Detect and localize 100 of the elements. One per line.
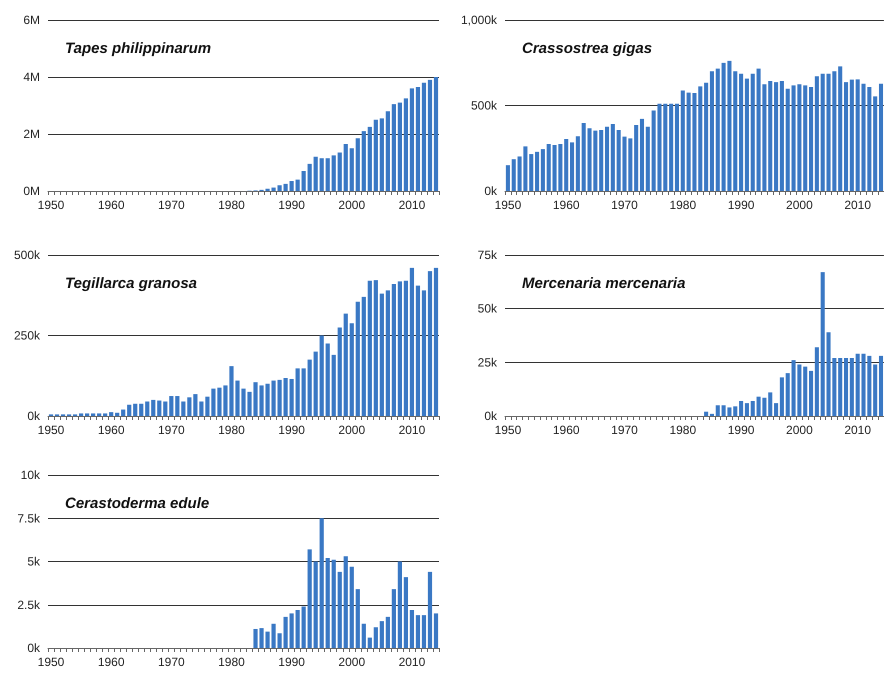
y-tick-label: 0k [484,184,498,198]
bar [861,84,866,191]
x-tick-label: 2000 [338,198,366,212]
x-tick-label: 1990 [278,198,306,212]
bar [422,82,426,191]
y-tick-label: 25k [478,355,498,370]
x-tick-label: 2000 [338,423,366,437]
bar [844,82,848,191]
bar [386,616,390,648]
y-tick-label: 6M [23,13,40,27]
x-tick-label: 1950 [38,423,65,437]
bar [434,613,438,648]
bar [217,388,222,416]
x-tick-label: 2010 [398,198,426,212]
bar [428,80,432,191]
bar [428,271,432,416]
bar [570,142,574,191]
bar [878,356,884,416]
bar [434,77,438,191]
y-tick-label: 75k [478,248,498,262]
bar [657,104,662,191]
x-tick-label: 2000 [338,655,366,669]
y-tick-label: 500k [14,248,41,262]
x-tick-label: 1970 [158,198,185,212]
x-tick-label: 1950 [38,198,65,212]
bar [277,185,282,191]
x-tick-label: 2010 [398,655,426,669]
x-tick-label: 2010 [844,198,872,212]
x-tick-label: 1960 [98,655,125,669]
x-tick-label: 2010 [844,423,872,437]
y-tick-label: 0k [484,409,498,423]
x-tick-label: 1970 [611,198,638,212]
bar [277,380,282,416]
text: Cerastoderma edule [65,495,210,512]
bar [229,366,234,416]
x-tick-label: 1980 [218,423,246,437]
y-tick-label: 4M [23,70,40,84]
x-tick-label: 1960 [552,198,580,212]
bar [398,102,402,191]
bar [422,290,426,416]
bar [211,388,216,416]
bar [199,402,204,416]
bar [392,104,396,191]
bar [410,88,414,191]
bar [290,613,294,648]
bar [404,98,408,191]
bar [404,577,408,648]
y-tick-label: 250k [14,328,41,342]
text: Tapes philippinarum [65,40,212,57]
bar [253,382,258,416]
bar [674,104,680,191]
bar [386,111,390,191]
bar [416,286,420,416]
x-tick-label: 2010 [398,423,426,437]
bar [861,354,866,416]
bar [284,378,288,416]
bar [296,610,300,648]
y-tick-label: 0M [23,184,40,198]
bar [277,633,282,648]
bar [878,84,884,191]
bar [235,380,240,416]
bar [265,384,270,416]
bar [386,290,390,416]
bar [271,188,276,191]
y-tick-label: 500k [470,98,498,112]
y-tick-label: 1,000k [460,13,498,27]
x-tick-label: 1950 [38,655,65,669]
bar [826,74,831,191]
bar [259,628,264,648]
y-tick-label: 0k [27,641,41,655]
bar [622,136,627,191]
y-tick-label: 10k [20,468,41,482]
bar [205,396,210,416]
x-tick-label: 1970 [158,423,185,437]
x-tick-label: 1980 [669,198,696,212]
bar [187,397,192,416]
y-tick-label: 2M [23,127,40,141]
bar [604,126,610,191]
x-tick-label: 1990 [278,423,306,437]
bar [91,413,96,416]
x-tick-label: 1990 [278,655,306,669]
x-tick-label: 1990 [728,423,755,437]
bar [398,562,402,648]
bar [434,268,438,416]
bar [271,624,276,648]
x-tick-label: 1980 [669,423,696,437]
bar [404,280,408,416]
bar [398,281,402,416]
bar [422,615,426,648]
x-tick-label: 1980 [218,198,246,212]
bar [284,184,288,191]
bar [223,385,228,416]
bar [259,385,264,416]
bar [410,610,414,648]
bar [640,118,644,191]
y-tick-label: 0k [27,409,41,423]
bar [290,378,294,416]
y-tick-label: 5k [27,554,41,568]
bar [392,589,396,648]
y-tick-label: 2.5k [17,598,41,612]
